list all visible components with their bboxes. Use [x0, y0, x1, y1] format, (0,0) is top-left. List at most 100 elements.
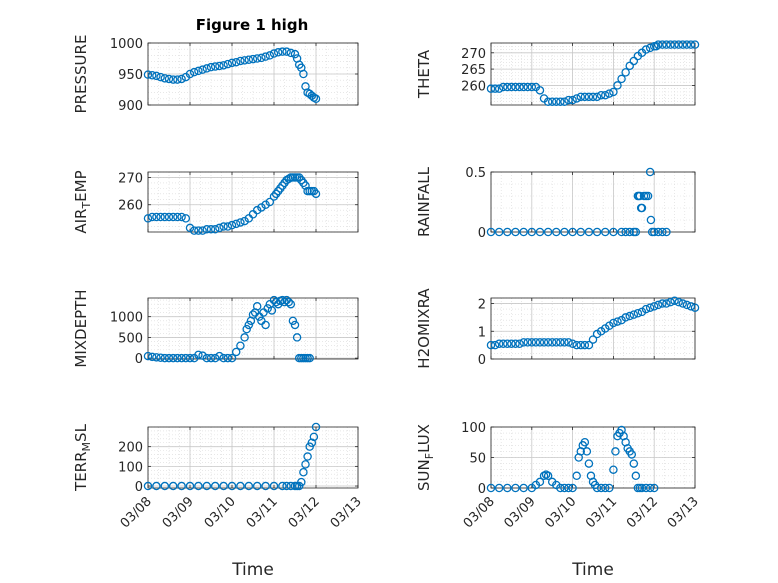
data-point [219, 481, 228, 491]
data-point [236, 56, 245, 66]
data-point [535, 86, 545, 95]
data-point [584, 459, 594, 468]
data-point [564, 483, 573, 493]
data-point [143, 214, 153, 223]
data-point [576, 92, 586, 102]
data-point [152, 212, 161, 222]
data-point [227, 58, 237, 68]
data-point [629, 310, 639, 319]
data-point [609, 87, 618, 97]
x-tick-label: 03/11 [583, 494, 620, 531]
y-tick-label: 100 [118, 460, 143, 475]
data-point [511, 339, 520, 348]
y-tick-label: 1000 [110, 311, 143, 326]
data-point [263, 304, 272, 313]
data-point [547, 338, 557, 347]
data-point [210, 225, 220, 234]
data-point [584, 340, 594, 350]
data-point [152, 353, 161, 362]
y-tick-label: 0 [478, 226, 486, 241]
y-tick-label: 0 [478, 353, 486, 368]
data-point [625, 311, 634, 321]
data-point [568, 483, 577, 493]
y-tick-label: 270 [461, 47, 486, 62]
data-point [244, 55, 254, 64]
data-point [552, 227, 561, 237]
data-point [490, 340, 500, 350]
data-point [503, 339, 512, 348]
data-point [568, 95, 577, 105]
data-point [609, 227, 618, 237]
data-point [261, 481, 270, 491]
data-point [515, 339, 524, 348]
data-point [202, 353, 212, 363]
data-point [507, 339, 516, 348]
x-tick-label: 03/08 [118, 494, 155, 531]
data-point [210, 353, 220, 363]
data-point [177, 353, 186, 363]
data-point [494, 483, 504, 493]
x-tick-label: 03/12 [624, 494, 661, 531]
data-point [284, 174, 293, 184]
y-axis-label: H2OMIXRA [415, 288, 433, 369]
y-tick-label: 50 [469, 452, 486, 467]
data-point [185, 223, 195, 233]
data-point [584, 227, 594, 237]
data-point [486, 84, 496, 93]
data-point [637, 203, 647, 213]
data-point [156, 212, 165, 222]
data-point [613, 81, 622, 90]
data-point [164, 74, 174, 84]
x-axis-label: Time [571, 560, 614, 580]
data-point [605, 89, 614, 98]
subplot-pressure: 900 950 1000 PRESSURE [72, 35, 359, 114]
data-point [160, 353, 170, 363]
data-point [206, 353, 216, 363]
data-point [600, 227, 610, 237]
data-point [625, 227, 634, 237]
data-point [543, 471, 553, 481]
data-point [641, 304, 651, 314]
data-point [564, 338, 573, 347]
axes-box [147, 426, 359, 489]
x-tick-label: 03/10 [202, 494, 239, 531]
data-point [307, 438, 317, 447]
data-point [257, 203, 266, 212]
data-point [535, 477, 545, 487]
data-point [686, 302, 696, 311]
data-point [560, 97, 569, 106]
data-point [682, 300, 692, 310]
data-point [686, 40, 696, 49]
data-point [572, 94, 581, 103]
data-point [637, 483, 647, 493]
y-axis-label: SUNFLUX [415, 424, 436, 491]
data-point [311, 422, 321, 432]
data-point [177, 74, 186, 84]
data-point [311, 94, 321, 104]
data-point [297, 477, 306, 487]
data-point [284, 297, 293, 307]
x-tick-label: 03/10 [542, 494, 579, 531]
data-point [202, 225, 212, 234]
data-point [273, 48, 283, 57]
data-point [257, 53, 266, 63]
data-point [649, 302, 659, 311]
data-point [269, 481, 279, 491]
data-point [600, 483, 610, 493]
axes-box [147, 297, 359, 360]
data-point [539, 338, 549, 347]
data-point [654, 227, 663, 237]
data-point [678, 40, 688, 49]
data-point [252, 481, 262, 491]
data-point [511, 82, 520, 92]
y-tick-label: 0.5 [465, 166, 486, 181]
y-tick-label: 270 [118, 171, 143, 186]
data-point [236, 481, 245, 491]
data-point [219, 61, 228, 70]
data-point [194, 66, 203, 76]
data-point [231, 219, 241, 229]
data-point [185, 353, 195, 363]
data-point [301, 460, 310, 469]
data-point [292, 333, 302, 342]
